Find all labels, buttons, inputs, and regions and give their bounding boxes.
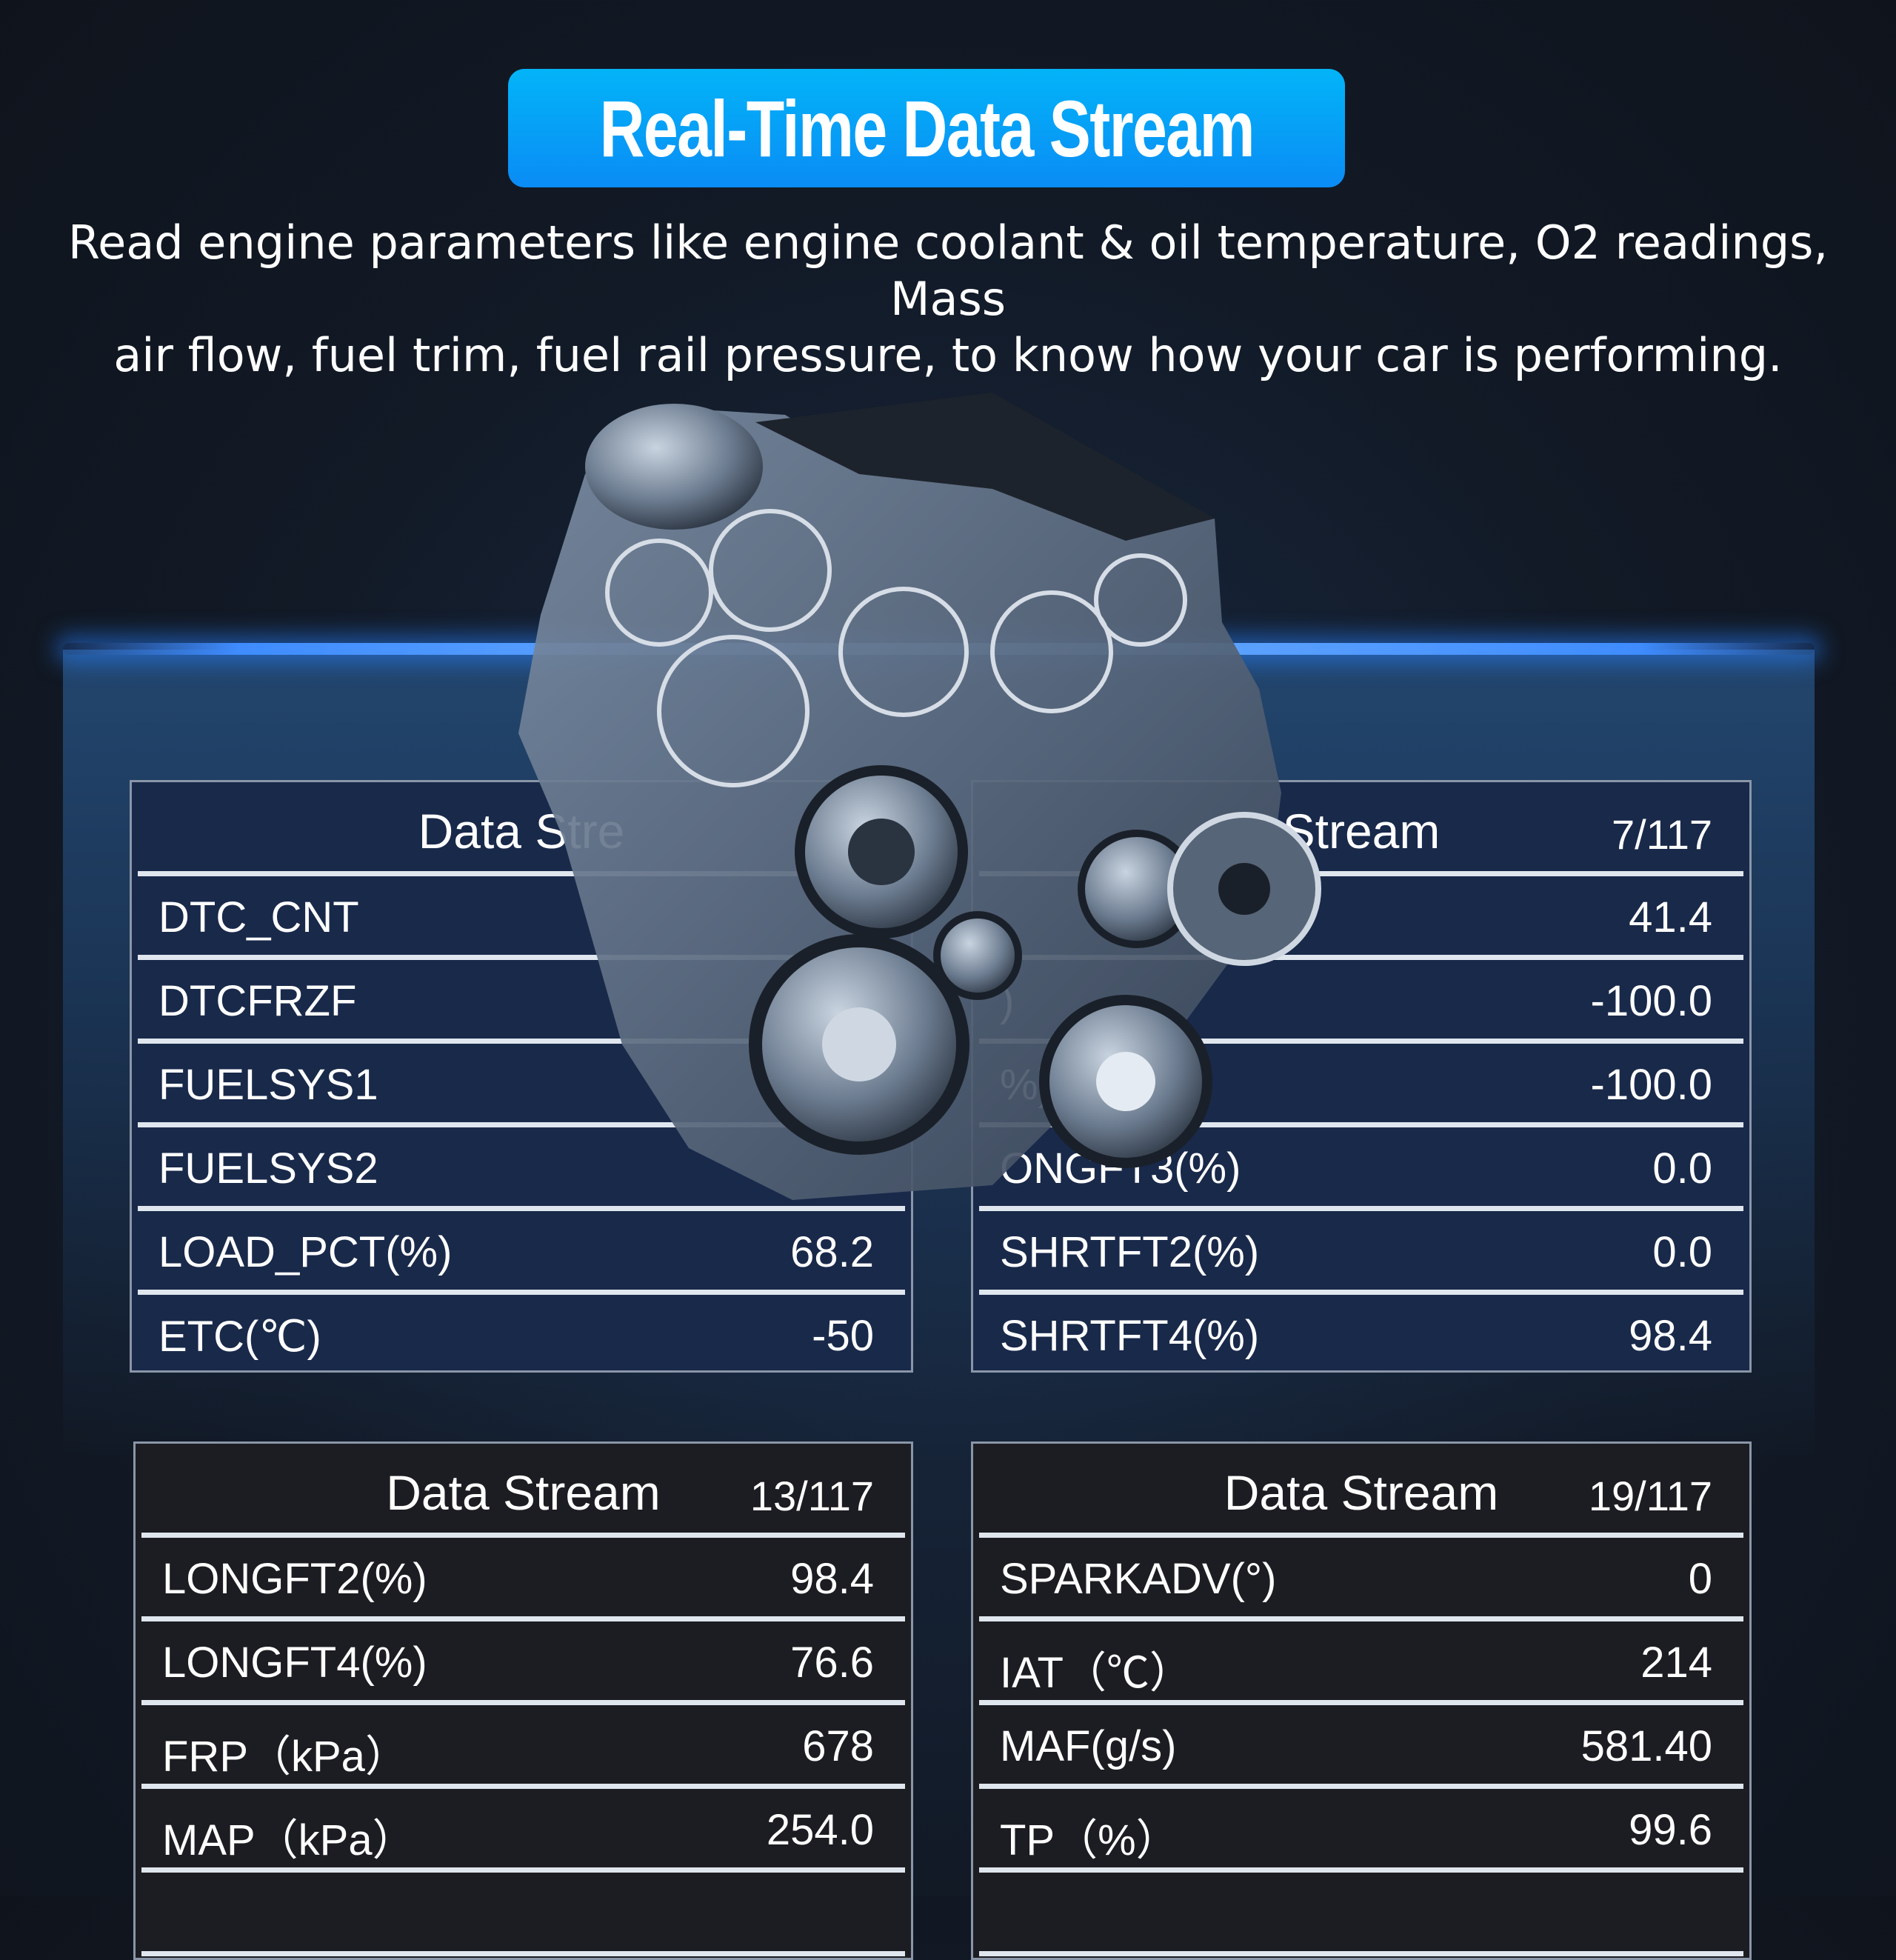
row-divider [979, 1533, 1743, 1538]
parameter-label: FRP（kPa） [162, 1733, 408, 1781]
data-row[interactable]: DTCFRZF [132, 960, 911, 1039]
parameter-label: LONGFT2(%) [162, 1555, 427, 1603]
data-row[interactable]: ETC(℃) -50 [132, 1295, 911, 1370]
parameter-value: 0 [1688, 1555, 1712, 1603]
data-row[interactable]: FUELSYS2 [132, 1127, 911, 1206]
data-row[interactable]: 41.4 [973, 876, 1749, 955]
panel-count: 19/117 [1588, 1473, 1712, 1519]
data-row[interactable]: SPARKADV(°) 0 [973, 1538, 1749, 1616]
parameter-value: 98.4 [790, 1555, 874, 1603]
row-divider [141, 1616, 905, 1621]
panel-header: Data Stream 19/117 [973, 1444, 1749, 1533]
row-divider [138, 1122, 905, 1127]
parameter-value: 678 [802, 1722, 874, 1770]
row-divider [979, 1951, 1743, 1956]
data-row[interactable]: TP（%） 99.6 [973, 1789, 1749, 1867]
data-row[interactable]: MAF(g/s) 581.40 [973, 1705, 1749, 1784]
parameter-value: 581.40 [1580, 1722, 1712, 1770]
row-divider [979, 1039, 1743, 1044]
data-row[interactable]: MAP（kPa） 254.0 [136, 1789, 911, 1867]
panel-count: 7/117 [1612, 811, 1712, 858]
data-row[interactable]: DTC_CNT [132, 876, 911, 955]
data-row[interactable]: IAT（℃） 214 [973, 1621, 1749, 1700]
panel-count: 13/117 [750, 1473, 874, 1519]
data-row[interactable]: SHRTFT2(%) 0.0 [973, 1211, 1749, 1290]
parameter-value: -100.0 [1590, 1061, 1712, 1109]
parameter-label: LONGFT4(%) [162, 1639, 427, 1687]
parameter-label: MAP（kPa） [162, 1816, 415, 1864]
parameter-label: SHRTFT4(%) [1000, 1312, 1260, 1360]
data-stream-panel: Data Stream 19/117 SPARKADV(°) 0 IAT（℃） … [971, 1441, 1752, 1960]
data-row[interactable]: LONGFT2(%) 98.4 [136, 1538, 911, 1616]
parameter-label: IAT（℃） [1000, 1649, 1192, 1697]
panel-header: Stream 7/117 [973, 782, 1749, 871]
data-row[interactable] [973, 1873, 1749, 1951]
panel-header: Data Stream 13/117 [136, 1444, 911, 1533]
parameter-label: MAF(g/s) [1000, 1722, 1177, 1770]
row-divider [138, 955, 905, 960]
row-divider [141, 1533, 905, 1538]
parameter-label: SPARKADV(°) [1000, 1555, 1277, 1603]
parameter-value: 76.6 [790, 1639, 874, 1687]
data-row[interactable]: SHRTFT4(%) 98.4 [973, 1295, 1749, 1370]
row-divider [141, 1700, 905, 1705]
row-divider [138, 1039, 905, 1044]
row-divider [979, 1867, 1743, 1873]
panel-title: Data Stream [386, 1465, 661, 1520]
parameter-label: DTC_CNT [158, 893, 359, 941]
parameter-label: SHRTFT2(%) [1000, 1228, 1260, 1276]
title-badge: Real-Time Data Stream [508, 69, 1345, 187]
parameter-value: 98.4 [1629, 1312, 1712, 1360]
parameter-value: 41.4 [1629, 893, 1712, 941]
row-divider [979, 1122, 1743, 1127]
engine-illustration [518, 393, 1321, 1200]
parameter-label: LOAD_PCT(%) [158, 1228, 453, 1276]
panel-title: Data Stream [1224, 1465, 1499, 1520]
page-title: Real-Time Data Stream [599, 83, 1255, 173]
row-divider [141, 1784, 905, 1789]
row-divider [138, 1290, 905, 1295]
parameter-label: DTCFRZF [158, 977, 357, 1025]
data-stream-panel: Data Stream 13/117 LONGFT2(%) 98.4 LONGF… [133, 1441, 913, 1960]
subtitle-line: air flow, fuel trim, fuel rail pressure,… [113, 328, 1783, 382]
row-divider [979, 955, 1743, 960]
row-divider [979, 1290, 1743, 1295]
parameter-label: FUELSYS1 [158, 1061, 378, 1109]
row-divider [979, 871, 1743, 876]
parameter-value: 254.0 [766, 1806, 874, 1854]
parameter-value: 0.0 [1652, 1228, 1712, 1276]
row-divider [141, 1867, 905, 1873]
parameter-value: 0.0 [1652, 1144, 1712, 1193]
data-row[interactable]: LONGFT4(%) 76.6 [136, 1621, 911, 1700]
parameter-value: 68.2 [790, 1228, 874, 1276]
subtitle-line: Read engine parameters like engine coola… [67, 216, 1829, 326]
subtitle: Read engine parameters like engine coola… [44, 215, 1852, 384]
parameter-label: ETC(℃) [158, 1313, 321, 1361]
row-divider [141, 1951, 905, 1956]
row-divider [979, 1784, 1743, 1789]
row-divider [138, 1206, 905, 1211]
data-row[interactable] [136, 1873, 911, 1951]
row-divider [138, 871, 905, 876]
parameter-value: -100.0 [1590, 977, 1712, 1025]
parameter-label: TP（%） [1000, 1816, 1179, 1864]
parameter-label: FUELSYS2 [158, 1144, 378, 1193]
row-divider [979, 1700, 1743, 1705]
parameter-value: 214 [1640, 1639, 1712, 1687]
data-row[interactable]: LOAD_PCT(%) 68.2 [132, 1211, 911, 1290]
parameter-value: 99.6 [1629, 1806, 1712, 1854]
data-row[interactable]: FRP（kPa） 678 [136, 1705, 911, 1784]
data-row[interactable]: FUELSYS1 [132, 1044, 911, 1122]
row-divider [979, 1616, 1743, 1621]
row-divider [979, 1206, 1743, 1211]
parameter-value: -50 [812, 1312, 874, 1360]
